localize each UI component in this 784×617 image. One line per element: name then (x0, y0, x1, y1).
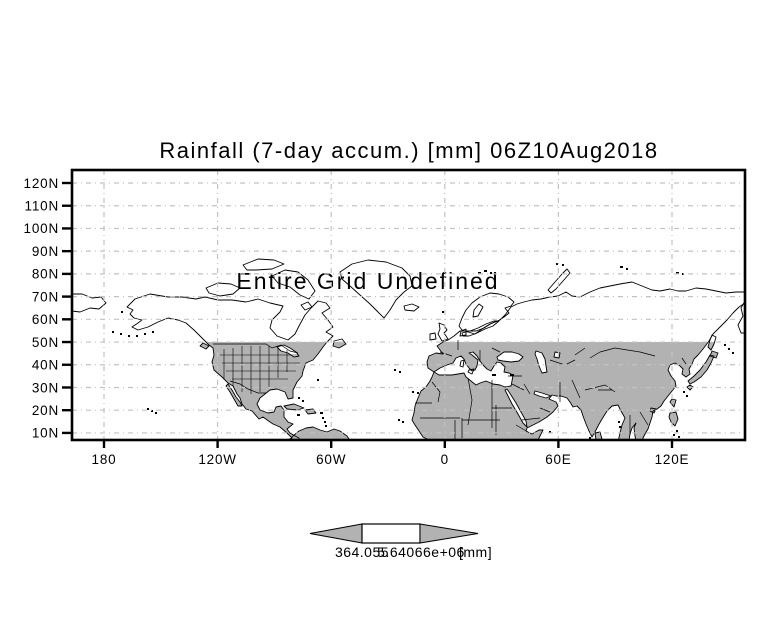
x-tick-label: 0 (441, 452, 449, 467)
island-dots (112, 263, 734, 439)
gridlines (72, 170, 745, 440)
map-area: Entire Grid Undefined (72, 170, 745, 440)
coastlines (72, 258, 745, 440)
plot-frame (70, 168, 747, 442)
colorbar-right-arrow (419, 523, 479, 544)
x-tick-label: 60E (545, 452, 571, 467)
ireland (430, 333, 436, 340)
y-tick-label: 70N (32, 289, 59, 304)
gulf-of-bothnia (472, 303, 484, 318)
y-tick-label: 30N (32, 380, 59, 395)
political-borders (213, 340, 687, 440)
y-axis: 120N 110N 100N 90N 80N 70N 60N 50N 40N 30N 20N 10N (24, 176, 72, 441)
kamchatka-right-edge (738, 301, 745, 333)
x-tick-label: 120W (198, 452, 236, 467)
y-tick-label: 10N (32, 426, 59, 441)
caspian-sea (534, 350, 548, 374)
arctic-island-2 (243, 259, 284, 270)
y-tick-label: 50N (32, 335, 59, 350)
arctic-island-1 (206, 283, 240, 296)
red-sea (504, 388, 528, 428)
colorbar: 364.055 5.64066e+06 [mm] (309, 523, 492, 560)
y-tick-label: 80N (32, 267, 59, 282)
y-tick-label: 120N (24, 176, 59, 191)
aral-sea (553, 351, 561, 359)
x-tick-label: 180 (92, 452, 117, 467)
plot-title: Rainfall (7-day accum.) [mm] 06Z10Aug201… (159, 138, 658, 163)
colorbar-left-arrow (309, 523, 363, 544)
y-tick-label: 20N (32, 403, 59, 418)
y-tick-label: 100N (24, 221, 59, 236)
great-lakes (276, 344, 300, 358)
novaya-zemlya (548, 269, 570, 293)
y-tick-label: 110N (25, 199, 59, 214)
x-tick-label: 120E (655, 452, 690, 467)
chukotka-left-edge (72, 294, 106, 312)
us-state-borders (220, 346, 300, 394)
x-tick-label: 60W (316, 452, 346, 467)
persian-gulf (533, 390, 552, 399)
y-tick-label: 90N (32, 244, 59, 259)
colorbar-max-label: 5.64066e+06 (377, 544, 465, 560)
colorbar-min-label: 364.055 (335, 544, 389, 560)
scandinavia (459, 293, 514, 334)
colorbar-units-label: [mm] (459, 544, 492, 560)
colorbar-bar (361, 523, 421, 544)
y-tick-label: 40N (32, 358, 59, 373)
black-sea (496, 351, 524, 363)
greenland (340, 260, 412, 318)
x-axis: 180 120W 60W 0 60E 120E (92, 440, 690, 467)
y-tick-label: 60N (32, 312, 59, 327)
